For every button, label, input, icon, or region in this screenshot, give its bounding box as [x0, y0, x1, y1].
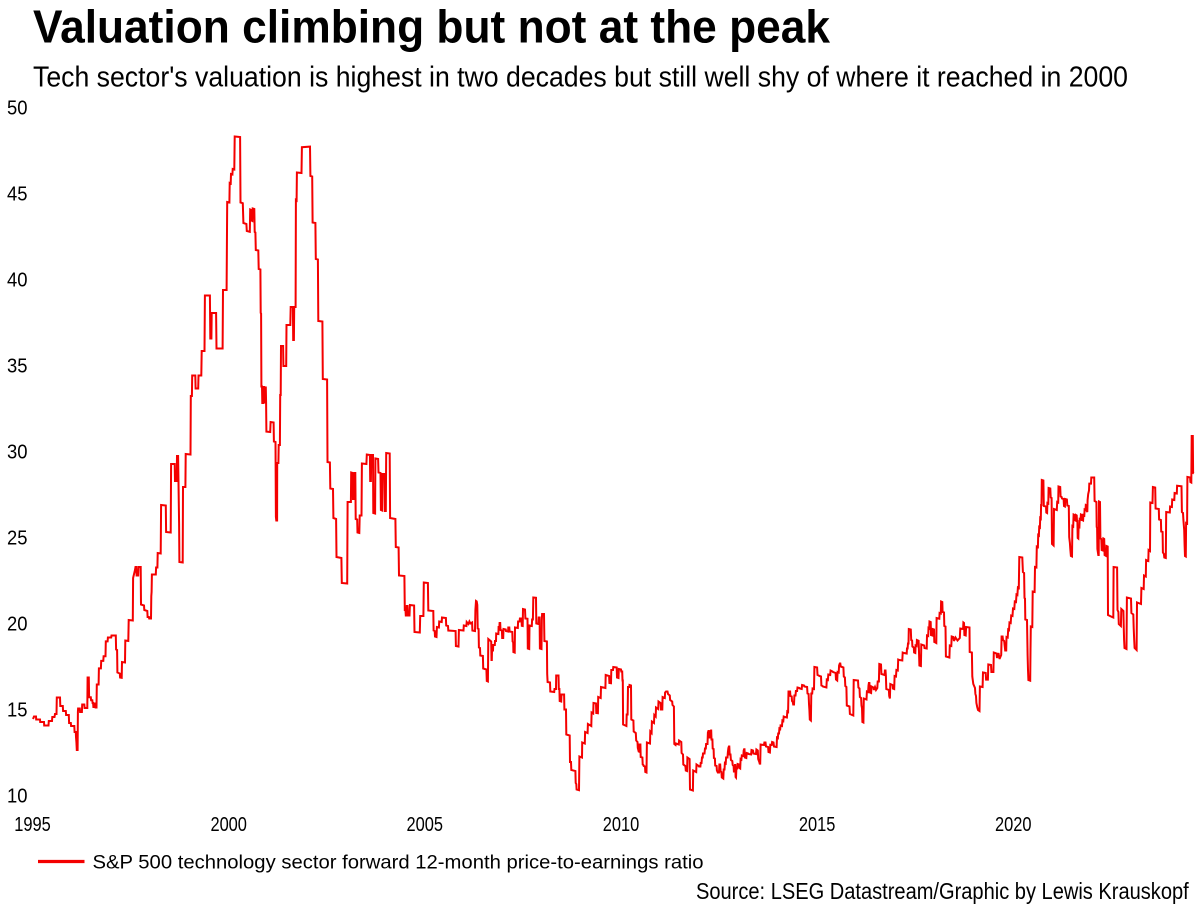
svg-text:30: 30 [7, 442, 28, 464]
svg-text:2015: 2015 [799, 814, 836, 836]
svg-text:S&P 500 technology sector forw: S&P 500 technology sector forward 12-mon… [93, 851, 704, 873]
svg-text:1995: 1995 [14, 814, 51, 836]
svg-text:Tech sector's valuation is hig: Tech sector's valuation is highest in tw… [33, 61, 1128, 93]
svg-text:2010: 2010 [603, 814, 640, 836]
svg-text:40: 40 [7, 270, 28, 292]
svg-text:50: 50 [7, 98, 28, 120]
svg-text:35: 35 [7, 356, 28, 378]
svg-text:15: 15 [7, 700, 28, 722]
svg-text:25: 25 [7, 528, 28, 550]
svg-text:20: 20 [7, 614, 28, 636]
svg-text:2020: 2020 [995, 814, 1032, 836]
svg-text:2000: 2000 [210, 814, 247, 836]
svg-text:45: 45 [7, 184, 28, 206]
svg-text:2005: 2005 [407, 814, 444, 836]
svg-text:Valuation climbing but not at: Valuation climbing but not at the peak [33, 1, 830, 53]
svg-text:10: 10 [7, 786, 28, 808]
svg-text:Source: LSEG Datastream/Graphi: Source: LSEG Datastream/Graphic by Lewis… [696, 878, 1189, 904]
